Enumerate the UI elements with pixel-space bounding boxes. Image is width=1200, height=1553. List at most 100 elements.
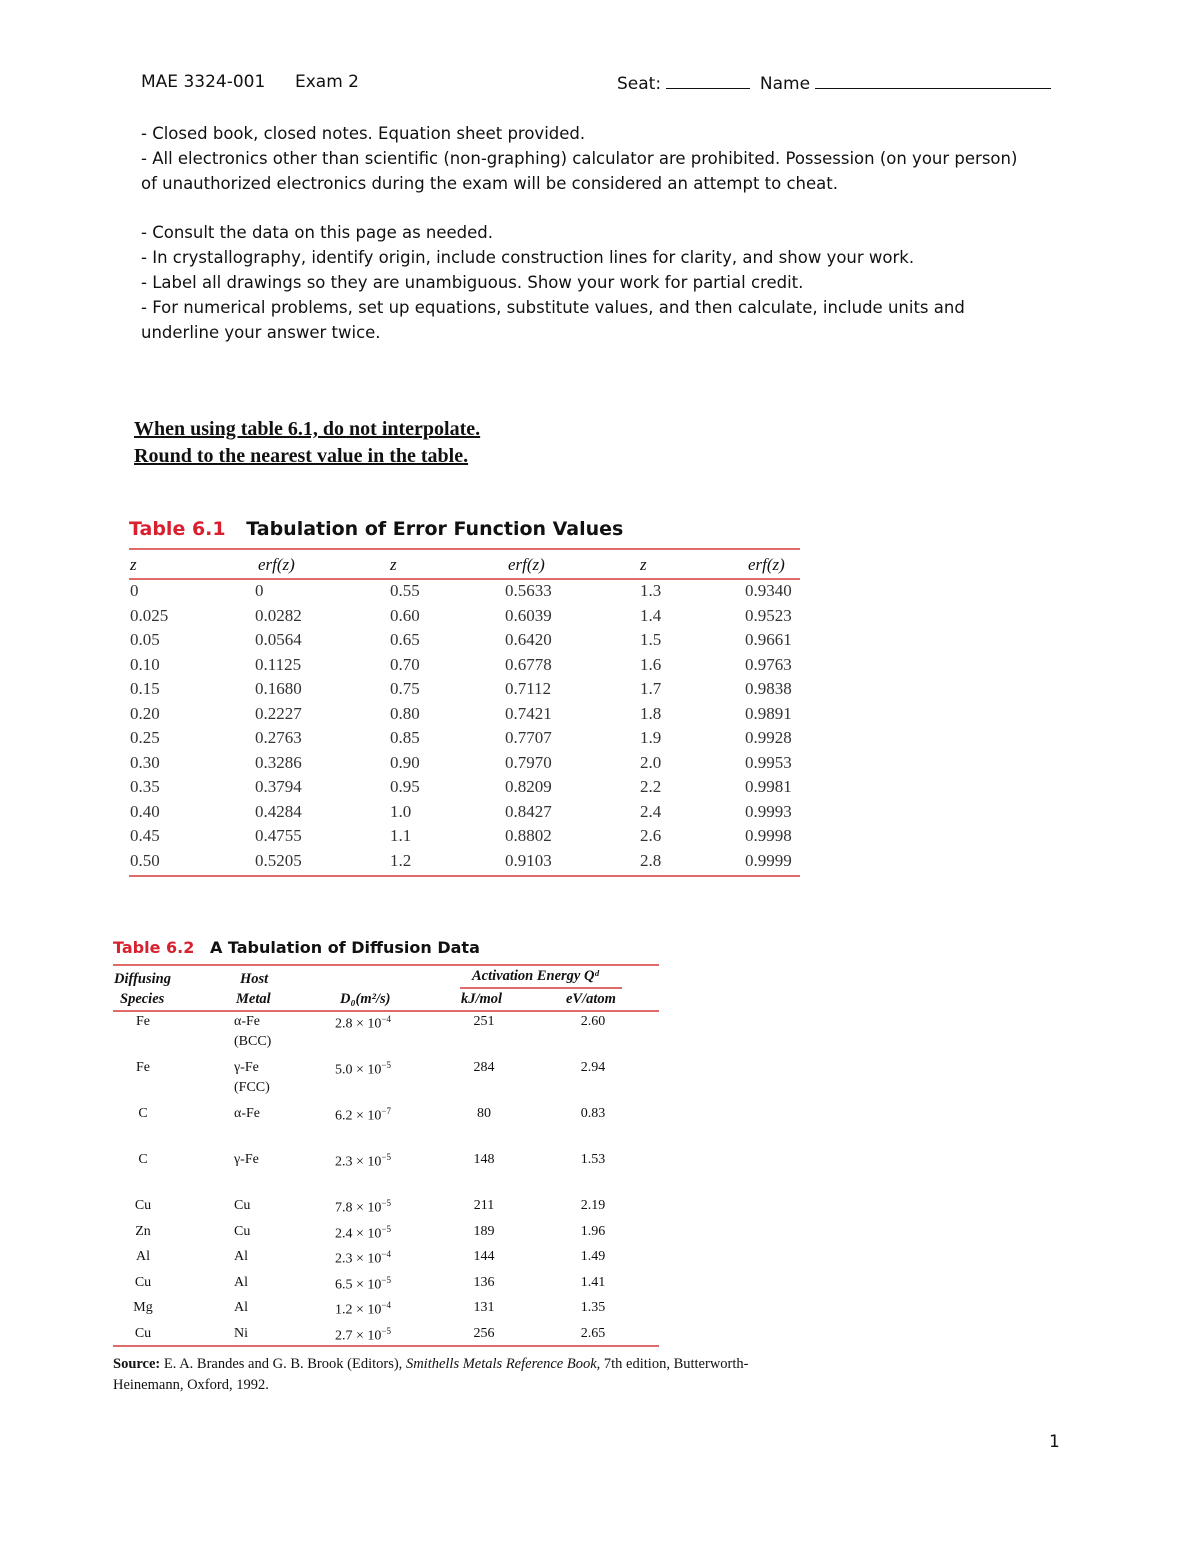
table-cell: 0.9891 (745, 703, 792, 723)
instruction: - In crystallography, identify origin, i… (141, 248, 915, 267)
ev-cell: 2.60 (580, 1014, 606, 1029)
host-cell: Al (234, 1249, 248, 1264)
table-cell: 0.30 (130, 752, 160, 772)
table-cell: 0.0564 (255, 630, 302, 649)
kj-cell: 284 (473, 1060, 495, 1075)
col-header: z (640, 555, 647, 574)
d0-cell: 7.8 × 10−5 (335, 1198, 391, 1217)
kj-cell: 251 (473, 1014, 495, 1029)
kj-cell: 148 (473, 1152, 495, 1167)
table-cell: 0.6039 (505, 605, 552, 625)
d0-cell: 1.2 × 10−4 (335, 1300, 391, 1319)
source-label: Source: (113, 1356, 161, 1372)
table-cell: 0.40 (130, 801, 160, 821)
source-text: Heinemann, Oxford, 1992. (113, 1377, 269, 1393)
species-cell: Al (136, 1249, 150, 1264)
species-cell: Mg (133, 1300, 153, 1315)
table-cell: 0.35 (130, 777, 160, 796)
table-rule (113, 1345, 659, 1347)
table-cell: 0.8209 (505, 777, 552, 796)
table-cell: 0.4284 (255, 801, 302, 821)
table-cell: 0.4755 (255, 826, 302, 845)
species-cell: C (138, 1152, 148, 1167)
table-cell: 1.2 (390, 850, 412, 870)
name-label: Name (759, 74, 811, 94)
notice-line: Round to the nearest value in the table. (134, 445, 469, 467)
d0-mantissa: 2.8 × 10 (335, 1016, 382, 1032)
d0-exponent: −5 (381, 1152, 391, 1162)
table-cell: 0.3794 (255, 777, 302, 796)
host-cell: Cu (234, 1223, 251, 1239)
instruction: - Consult the data on this page as neede… (141, 223, 494, 242)
table-cell: 1.3 (640, 581, 662, 600)
table-cell: 0.7970 (505, 752, 552, 772)
d0-mantissa: 7.8 × 10 (335, 1200, 382, 1216)
d0-exponent: −5 (381, 1223, 391, 1234)
instruction: - For numerical problems, set up equatio… (141, 298, 965, 342)
col-header: z (130, 555, 137, 574)
table-cell: 0.75 (390, 679, 420, 698)
table-cell: 0.1125 (255, 654, 302, 674)
table-cell: 2.4 (640, 801, 662, 821)
d0-exponent: −4 (381, 1249, 391, 1259)
table-cell: 0.70 (390, 654, 420, 674)
page-number: 1 (1049, 1432, 1060, 1452)
table-cell: 0.9993 (745, 801, 792, 821)
table-cell: 0.85 (390, 728, 420, 747)
col-header: z (390, 555, 397, 574)
table-cell: 2.6 (640, 826, 662, 845)
table61-caption: Table 6.1 Tabulation of Error Function V… (129, 518, 623, 540)
d0-mantissa: 2.3 × 10 (335, 1154, 382, 1170)
table-cell: 0.10 (130, 654, 160, 674)
table-cell: 0.9838 (745, 679, 792, 698)
host-cell: Al (234, 1274, 248, 1290)
table62-caption: Table 6.2 A Tabulation of Diffusion Data (113, 938, 480, 957)
col-header-host: Metal (236, 991, 271, 1007)
ev-cell: 2.65 (580, 1325, 606, 1341)
table-cell: 0.65 (390, 630, 420, 649)
source-citation: Source: E. A. Brandes and G. B. Brook (E… (113, 1356, 748, 1373)
d0-exponent: −5 (381, 1274, 391, 1285)
table-cell: 0.9928 (745, 728, 792, 747)
table-cell: 0.6420 (505, 630, 552, 649)
species-cell: Fe (136, 1060, 150, 1075)
table-cell: 0.90 (390, 752, 420, 772)
d0-exponent: −5 (381, 1060, 391, 1070)
kj-cell: 256 (473, 1325, 495, 1341)
name-blank (815, 72, 1052, 89)
table-cell: 0.9981 (745, 777, 792, 796)
d0-mantissa: 6.5 × 10 (335, 1277, 382, 1293)
ev-cell: 1.35 (580, 1300, 606, 1315)
table-cell: 0.45 (130, 826, 160, 845)
table-cell: 0.20 (130, 703, 160, 723)
instruction: - All electronics other than scientific … (141, 149, 1018, 193)
table-cell: 0.9661 (745, 630, 792, 649)
table-cell: 0.9998 (745, 826, 792, 845)
ev-cell: 0.83 (580, 1106, 606, 1121)
exam-title: Exam 2 (295, 72, 359, 92)
d0-cell: 2.8 × 10−4 (335, 1014, 391, 1033)
table-cell: 1.4 (640, 605, 662, 625)
kj-cell: 144 (473, 1249, 495, 1264)
table-cell: 2.2 (640, 777, 662, 796)
table-cell: 0.9953 (745, 752, 792, 772)
table-rule (129, 578, 800, 580)
notice-line: When using table 6.1, do not interpolate… (134, 418, 481, 440)
host-cell: Ni (234, 1325, 248, 1341)
col-header-activation-energy: Activation Energy Qᵈ (472, 968, 599, 984)
col-header: erf(z) (748, 555, 785, 574)
species-cell: Cu (134, 1274, 152, 1290)
table-rule (129, 875, 800, 877)
table-rule (113, 1010, 659, 1012)
table-cell: 0.60 (390, 605, 420, 625)
ev-cell: 1.41 (580, 1274, 606, 1290)
source-text: 7th edition, Butterworth- (600, 1356, 749, 1372)
source-text: E. A. Brandes and G. B. Brook (Editors), (160, 1356, 406, 1372)
table-cell: 0.55 (390, 581, 420, 600)
table-cell: 0.5633 (505, 581, 552, 600)
d0-exponent: −5 (381, 1198, 391, 1208)
d0-mantissa: 2.7 × 10 (335, 1328, 382, 1344)
table-cell: 1.0 (390, 801, 412, 821)
species-cell: Zn (135, 1223, 151, 1239)
table-title: Tabulation of Error Function Values (246, 518, 624, 540)
